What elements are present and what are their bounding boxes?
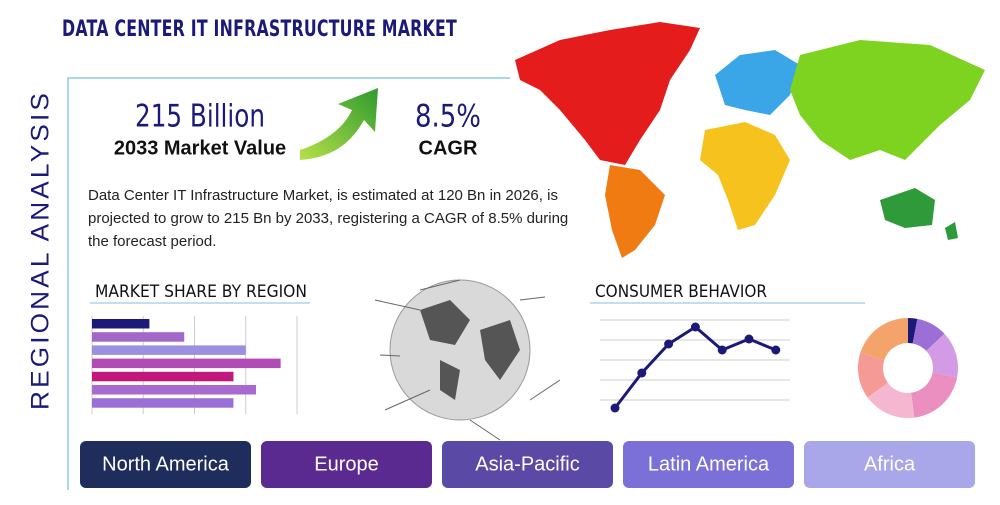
region-label[interactable]: Africa [864, 453, 916, 475]
donut-slice [858, 352, 888, 398]
bar [92, 332, 185, 342]
donut-slice [911, 372, 958, 418]
point [664, 339, 674, 349]
donut-slice [908, 318, 918, 344]
region-tab[interactable] [261, 441, 432, 488]
description: Data Center IT Infrastructure Market, is… [88, 187, 569, 250]
bar-chart [91, 316, 298, 414]
bar [92, 398, 234, 408]
section-title: MARKET SHARE BY REGION [95, 282, 307, 302]
world-map [515, 22, 985, 258]
description-box: Data Center IT Infrastructure Market, is… [88, 187, 569, 250]
title: DATA CENTER IT INFRASTRUCTURE MARKET [62, 17, 457, 42]
region-tabs: North America Europe Asia-Pacific Latin Ame… [80, 441, 975, 488]
stat-value: 8.5% [415, 99, 481, 135]
donut-chart [858, 318, 959, 419]
region-label[interactable]: North America [102, 453, 230, 475]
stat-value: 215 Billion [135, 99, 265, 135]
stat-label: CAGR [419, 137, 478, 159]
section-title: CONSUMER BEHAVIOR [595, 282, 767, 302]
point [690, 322, 700, 332]
point [744, 334, 754, 344]
point [637, 368, 647, 378]
donut-slice [867, 382, 915, 419]
bar [92, 319, 150, 329]
region-tab[interactable] [442, 441, 613, 488]
point [717, 345, 727, 355]
bar [92, 371, 234, 382]
bar [92, 358, 281, 369]
point [610, 403, 620, 413]
donut-slice [912, 318, 945, 351]
globe [374, 279, 561, 441]
bar [92, 385, 256, 395]
frame [67, 77, 510, 490]
region-label[interactable]: Asia-Pacific [475, 453, 579, 475]
bar [92, 345, 246, 355]
donut-slice [860, 318, 908, 361]
growth-arrow [300, 88, 378, 160]
donut-slice [926, 333, 959, 378]
region-tab[interactable] [80, 441, 251, 488]
point [771, 345, 781, 355]
region-tab[interactable] [804, 441, 975, 488]
region-label[interactable]: Latin America [648, 453, 770, 475]
side-label: REGIONAL ANALYSIS [27, 90, 55, 410]
region-label[interactable]: Europe [314, 453, 379, 475]
region-tab[interactable] [623, 441, 794, 488]
line-chart [600, 319, 790, 413]
stat-label: 2033 Market Value [114, 137, 286, 159]
